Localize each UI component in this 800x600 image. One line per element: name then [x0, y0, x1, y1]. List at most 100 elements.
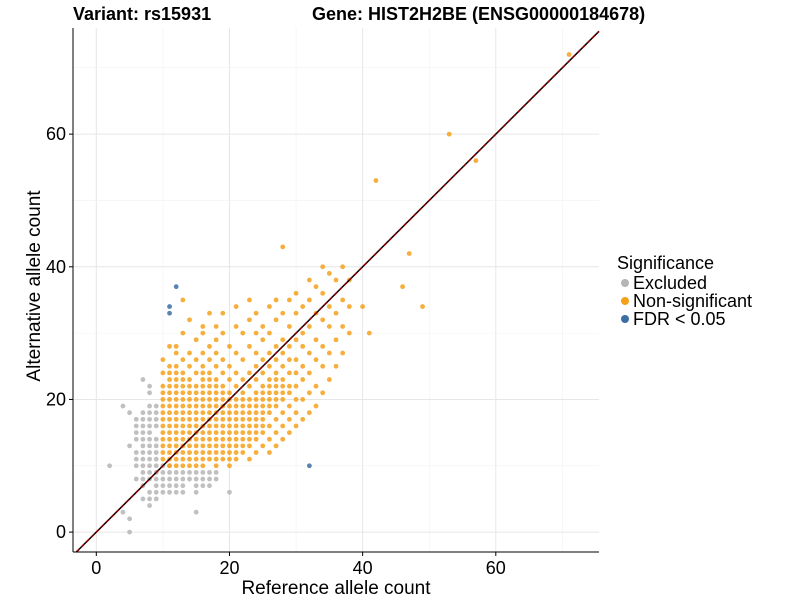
point-non-significant: [180, 403, 186, 409]
point-non-significant: [227, 377, 232, 382]
legend: Significance Excluded Non-significant FD…: [617, 252, 753, 329]
point-non-significant: [247, 410, 252, 416]
point-non-significant: [160, 410, 166, 416]
point-non-significant: [267, 304, 272, 309]
point-excluded: [173, 489, 179, 495]
point-non-significant: [200, 377, 206, 382]
point-non-significant: [173, 383, 179, 389]
point-non-significant: [220, 383, 226, 389]
legend-label-non-significant: Non-significant: [633, 290, 753, 311]
point-excluded: [133, 456, 139, 462]
point-non-significant: [240, 443, 246, 449]
point-non-significant: [280, 377, 286, 382]
point-excluded: [153, 410, 159, 416]
identity-line: [75, 30, 600, 553]
point-excluded: [227, 489, 232, 495]
point-excluded: [147, 423, 152, 429]
point-excluded: [147, 443, 152, 449]
point-non-significant: [207, 450, 212, 455]
point-excluded: [207, 476, 212, 482]
point-non-significant: [213, 456, 219, 462]
point-non-significant: [233, 304, 239, 309]
point-non-significant: [167, 343, 172, 349]
point-non-significant: [187, 377, 192, 382]
point-non-significant: [180, 330, 186, 336]
point-non-significant: [286, 343, 292, 349]
point-non-significant: [333, 337, 339, 343]
point-non-significant: [193, 443, 199, 449]
point-non-significant: [240, 436, 246, 442]
x-axis-label: Reference allele count: [241, 578, 431, 599]
point-excluded: [133, 430, 139, 436]
legend-label-fdr: FDR < 0.05: [633, 308, 726, 329]
point-excluded: [127, 516, 132, 522]
y-tick-label: 0: [56, 522, 66, 542]
point-excluded: [193, 489, 199, 495]
point-non-significant: [233, 456, 239, 462]
point-non-significant: [160, 423, 166, 429]
point-excluded: [140, 450, 146, 455]
point-non-significant: [187, 410, 192, 416]
point-non-significant: [193, 383, 199, 389]
point-non-significant: [160, 450, 166, 455]
point-excluded: [133, 463, 139, 469]
x-tick-label: 20: [219, 558, 239, 578]
point-non-significant: [253, 350, 259, 356]
point-non-significant: [220, 416, 226, 422]
point-non-significant: [240, 377, 246, 382]
point-non-significant: [187, 403, 192, 409]
point-non-significant: [253, 310, 259, 316]
point-non-significant: [293, 410, 299, 416]
point-non-significant: [306, 370, 312, 376]
point-excluded: [133, 423, 139, 429]
point-non-significant: [300, 416, 306, 422]
point-non-significant: [187, 450, 192, 455]
point-non-significant: [280, 350, 286, 356]
point-non-significant: [173, 377, 179, 382]
point-excluded: [167, 489, 172, 495]
point-non-significant: [233, 370, 239, 376]
point-non-significant: [247, 383, 252, 389]
point-non-significant: [207, 456, 212, 462]
point-non-significant: [173, 363, 179, 369]
legend-key-fdr: [621, 315, 629, 323]
point-non-significant: [320, 264, 326, 270]
point-non-significant: [260, 403, 266, 409]
point-excluded: [147, 456, 152, 462]
point-non-significant: [300, 397, 306, 402]
point-non-significant: [220, 330, 226, 336]
point-non-significant: [320, 363, 326, 369]
point-non-significant: [200, 450, 206, 455]
point-non-significant: [173, 436, 179, 442]
point-non-significant: [213, 377, 219, 382]
point-non-significant: [160, 416, 166, 422]
point-non-significant: [220, 390, 226, 396]
point-excluded: [147, 496, 152, 502]
point-non-significant: [406, 251, 412, 256]
axes: 0 20 40 60 0 20 40 60: [46, 28, 599, 578]
point-non-significant: [313, 357, 319, 363]
point-non-significant: [313, 337, 319, 343]
point-non-significant: [180, 383, 186, 389]
point-non-significant: [200, 397, 206, 402]
point-excluded: [133, 416, 139, 422]
point-excluded: [193, 483, 199, 489]
point-non-significant: [273, 343, 279, 349]
grid-lines: [73, 28, 599, 552]
point-non-significant: [227, 450, 232, 455]
point-non-significant: [193, 397, 199, 402]
point-non-significant: [293, 337, 299, 343]
point-excluded: [147, 489, 152, 495]
point-excluded: [140, 496, 146, 502]
point-excluded: [173, 470, 179, 475]
point-non-significant: [293, 357, 299, 363]
point-non-significant: [273, 383, 279, 389]
point-non-significant: [233, 436, 239, 442]
point-excluded: [153, 496, 159, 502]
point-excluded: [160, 470, 166, 475]
point-non-significant: [247, 443, 252, 449]
point-non-significant: [167, 443, 172, 449]
point-fdr-0-05: [167, 310, 172, 316]
point-non-significant: [167, 430, 172, 436]
point-non-significant: [300, 304, 306, 309]
